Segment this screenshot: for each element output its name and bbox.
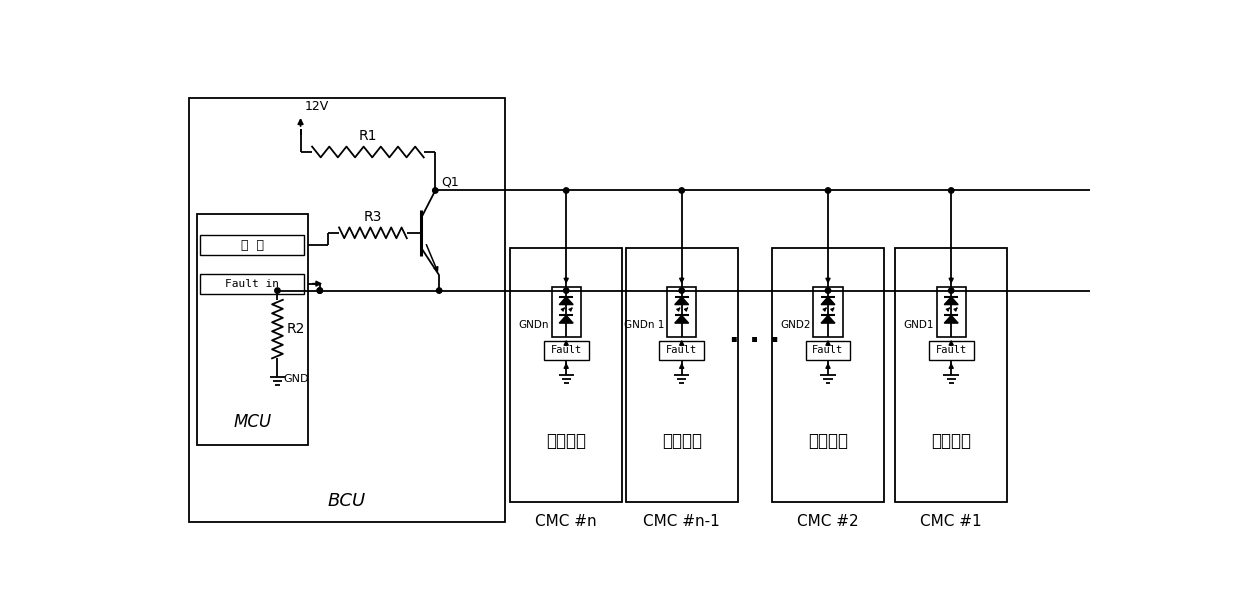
Text: CMC #2: CMC #2: [797, 514, 859, 529]
Text: BCU: BCU: [327, 492, 366, 510]
Text: Fault: Fault: [551, 345, 582, 355]
Text: GNDn: GNDn: [518, 320, 549, 330]
Bar: [626, 248, 738, 502]
Bar: [552, 287, 580, 337]
Text: CMC #n-1: CMC #n-1: [644, 514, 720, 529]
Text: R2: R2: [286, 322, 305, 336]
Bar: [895, 248, 1007, 502]
Text: 采集芯片: 采集芯片: [931, 431, 971, 450]
Bar: [667, 287, 697, 337]
Text: GND: GND: [284, 374, 309, 384]
Circle shape: [680, 188, 684, 193]
Text: Fault: Fault: [666, 345, 697, 355]
Circle shape: [826, 188, 831, 193]
Circle shape: [317, 288, 322, 293]
Polygon shape: [945, 297, 959, 305]
Text: Q1: Q1: [441, 176, 459, 189]
Polygon shape: [675, 315, 688, 323]
Bar: [201, 274, 304, 294]
Text: R3: R3: [363, 209, 382, 223]
Text: 12V: 12V: [305, 100, 330, 113]
Polygon shape: [559, 315, 573, 323]
Circle shape: [436, 288, 441, 293]
Text: 采集芯片: 采集芯片: [546, 431, 587, 450]
Bar: [511, 248, 622, 502]
Bar: [773, 248, 884, 502]
Bar: [201, 235, 304, 255]
Circle shape: [275, 288, 280, 293]
Bar: [544, 341, 589, 360]
Circle shape: [680, 288, 684, 293]
Text: R1: R1: [358, 129, 377, 143]
Bar: [936, 287, 966, 337]
Circle shape: [949, 188, 954, 193]
Polygon shape: [945, 315, 959, 323]
Polygon shape: [821, 297, 835, 305]
Text: CMC #1: CMC #1: [920, 514, 982, 529]
Text: CMC #n: CMC #n: [536, 514, 596, 529]
Circle shape: [826, 288, 831, 293]
Circle shape: [563, 188, 569, 193]
Bar: [929, 341, 973, 360]
Bar: [806, 341, 851, 360]
Bar: [660, 341, 704, 360]
Text: · · ·: · · ·: [729, 327, 780, 354]
Circle shape: [433, 188, 438, 193]
Polygon shape: [675, 297, 688, 305]
Bar: [197, 214, 309, 444]
Text: Fault in: Fault in: [226, 278, 279, 289]
Text: Fault: Fault: [935, 345, 967, 355]
Bar: [188, 98, 505, 521]
Text: 使  能: 使 能: [241, 239, 264, 252]
Text: MCU: MCU: [233, 412, 272, 431]
Text: 采集芯片: 采集芯片: [662, 431, 702, 450]
Text: GND2: GND2: [780, 320, 811, 330]
Text: GNDn 1: GNDn 1: [625, 320, 665, 330]
Circle shape: [949, 288, 954, 293]
Circle shape: [317, 288, 322, 293]
Text: GND1: GND1: [904, 320, 934, 330]
Text: Fault: Fault: [812, 345, 843, 355]
Circle shape: [563, 288, 569, 293]
Text: 采集芯片: 采集芯片: [808, 431, 848, 450]
Polygon shape: [559, 297, 573, 305]
Polygon shape: [821, 315, 835, 323]
Bar: [813, 287, 843, 337]
